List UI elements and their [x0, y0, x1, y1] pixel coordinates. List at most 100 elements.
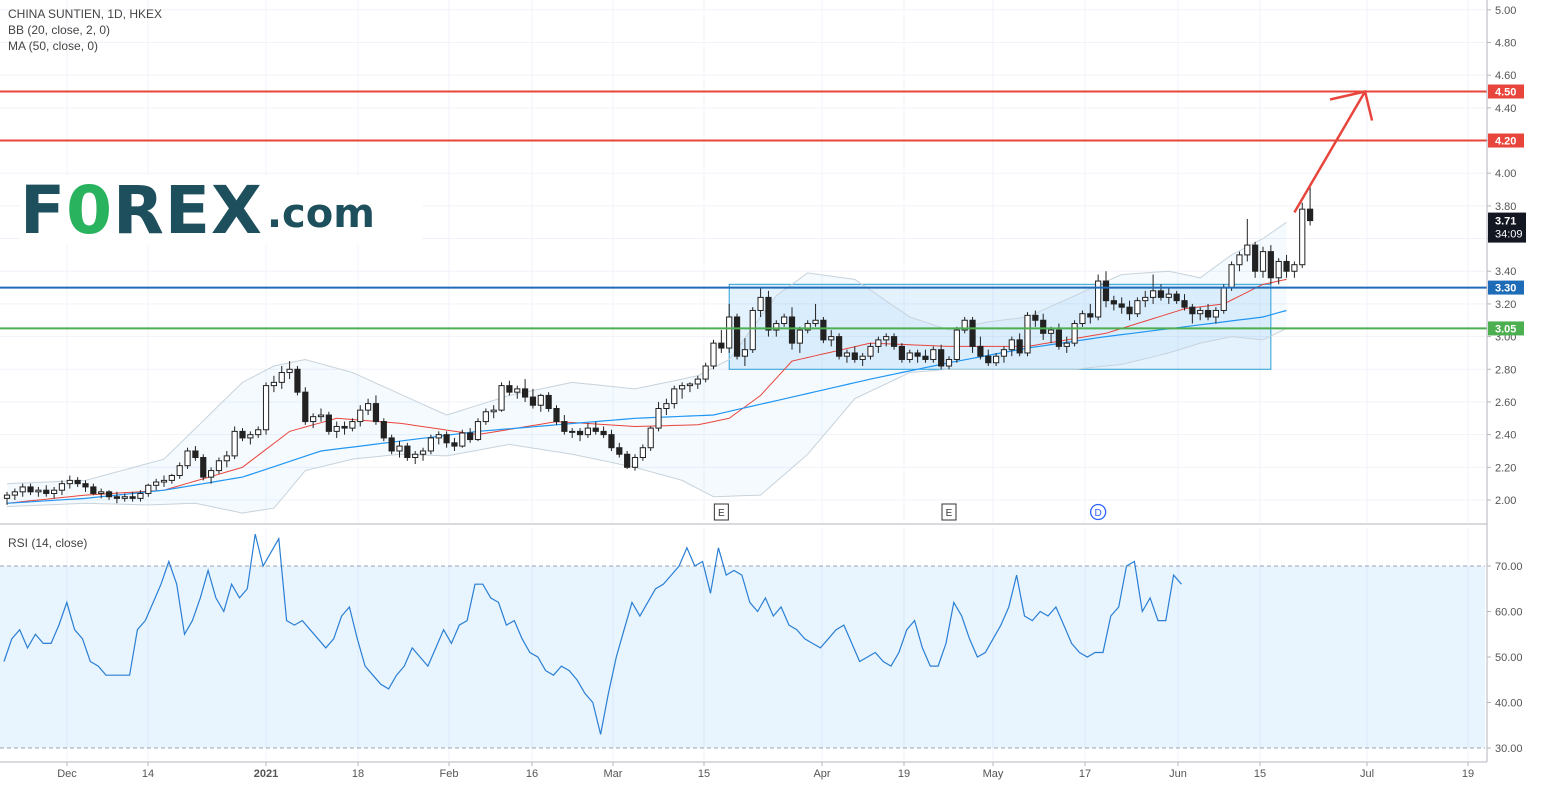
bollinger-lower-line	[6, 327, 1287, 514]
candle-body	[631, 457, 639, 468]
logo-letter-f: F	[20, 171, 67, 249]
level-price-badge	[1488, 321, 1524, 336]
candle-body	[993, 355, 1000, 364]
candle-body	[270, 381, 277, 387]
candle-body	[576, 430, 584, 436]
symbol-label: CHINA SUNTIEN, 1D, HKEX	[8, 7, 163, 21]
candle-body	[851, 352, 858, 360]
dividend-marker-label: D	[1095, 508, 1102, 519]
candle-body	[616, 447, 623, 455]
candle-body	[1299, 208, 1306, 266]
dividend-marker	[1090, 503, 1107, 521]
level-price-badge	[1488, 84, 1524, 99]
candle-body	[514, 388, 521, 393]
price-tick-label: 4.40	[1495, 103, 1516, 115]
candle-body	[545, 394, 552, 409]
candle-body	[286, 368, 293, 374]
candle-body	[1071, 323, 1078, 344]
price-tick-label: 3.40	[1495, 266, 1516, 278]
candle-body	[184, 450, 191, 467]
candle-body	[1197, 309, 1204, 315]
candle-body	[624, 453, 631, 468]
candle-body	[749, 309, 756, 351]
bollinger-band-layer	[6, 221, 1287, 514]
candle-body	[51, 489, 58, 494]
rsi-tick-label: 30.00	[1495, 743, 1523, 755]
candle-body	[317, 414, 325, 418]
candle-body	[1087, 313, 1094, 318]
earnings-marker	[941, 503, 957, 521]
candle-body	[820, 319, 827, 341]
time-tick-label: 15	[1254, 768, 1266, 780]
candle-body	[1024, 314, 1031, 354]
candle-body	[804, 323, 811, 331]
price-tick-label: 3.20	[1495, 299, 1516, 311]
candle-body	[529, 396, 537, 406]
candle-body	[663, 403, 670, 409]
bollinger-upper-line	[6, 221, 1287, 485]
time-tick-label: May	[983, 768, 1004, 780]
candle-body	[1291, 264, 1298, 272]
candle-body	[686, 383, 694, 387]
candle-body	[1236, 254, 1243, 266]
candle-body	[1275, 260, 1282, 279]
level-price-badge	[1488, 133, 1524, 148]
logo-dotcom: .com	[266, 191, 375, 237]
candle-body	[388, 437, 395, 452]
bb-indicator-label: BB (20, close, 2, 0)	[8, 23, 111, 37]
level-price-label: 4.20	[1495, 136, 1516, 148]
candle-body	[1008, 339, 1015, 351]
candle-body	[757, 296, 764, 311]
candle-body	[302, 391, 309, 423]
rsi-tick-label: 60.00	[1495, 607, 1523, 619]
candle-body	[427, 437, 434, 452]
rsi-tick-label: 50.00	[1495, 652, 1523, 664]
ma-indicator-label: MA (50, close, 0)	[8, 39, 99, 53]
candle-body	[3, 494, 11, 499]
candle-body	[859, 355, 866, 360]
logo-coin-icon: 0	[66, 171, 114, 249]
candle-body	[898, 345, 905, 360]
candle-body	[365, 403, 372, 411]
candle-body	[310, 416, 317, 423]
target-arrow-head	[1329, 90, 1374, 121]
candle-body	[639, 447, 646, 459]
candle-body	[27, 486, 34, 493]
candle-body	[129, 496, 136, 499]
candle-body	[325, 414, 332, 432]
candle-body	[569, 430, 576, 433]
candle-body	[1252, 244, 1259, 272]
candle-body	[592, 427, 599, 432]
candle-body	[537, 394, 544, 406]
countdown-label: 34:09	[1495, 229, 1523, 241]
time-tick-label: Feb	[440, 768, 459, 780]
candle-body	[977, 345, 984, 357]
candle-body	[836, 336, 843, 357]
candle-body	[1016, 339, 1023, 354]
price-tick-label: 4.00	[1495, 168, 1516, 180]
candle-body	[357, 409, 364, 423]
candle-body	[561, 421, 568, 432]
candle-body	[1063, 342, 1070, 347]
rsi-title: RSI (14, close)	[8, 536, 88, 550]
candle-body	[812, 319, 819, 325]
candle-body	[278, 372, 285, 383]
candle-body	[867, 345, 874, 357]
candle-body	[43, 489, 50, 494]
candle-body	[702, 365, 709, 380]
candle-body	[208, 470, 215, 478]
bollinger-band-fill	[7, 222, 1287, 514]
forex-logo: F 0 REX .com	[20, 172, 422, 249]
candle-body	[372, 403, 380, 423]
rsi-line	[3, 533, 1182, 735]
candle-body	[459, 432, 466, 447]
time-tick-label: Dec	[57, 768, 77, 780]
candle-body	[176, 465, 183, 476]
candle-body	[1267, 251, 1274, 279]
candle-body	[215, 460, 223, 472]
candle-body	[773, 323, 780, 331]
time-tick-label: 14	[142, 768, 154, 780]
candle-body	[1307, 208, 1314, 222]
candle-body	[474, 421, 482, 441]
